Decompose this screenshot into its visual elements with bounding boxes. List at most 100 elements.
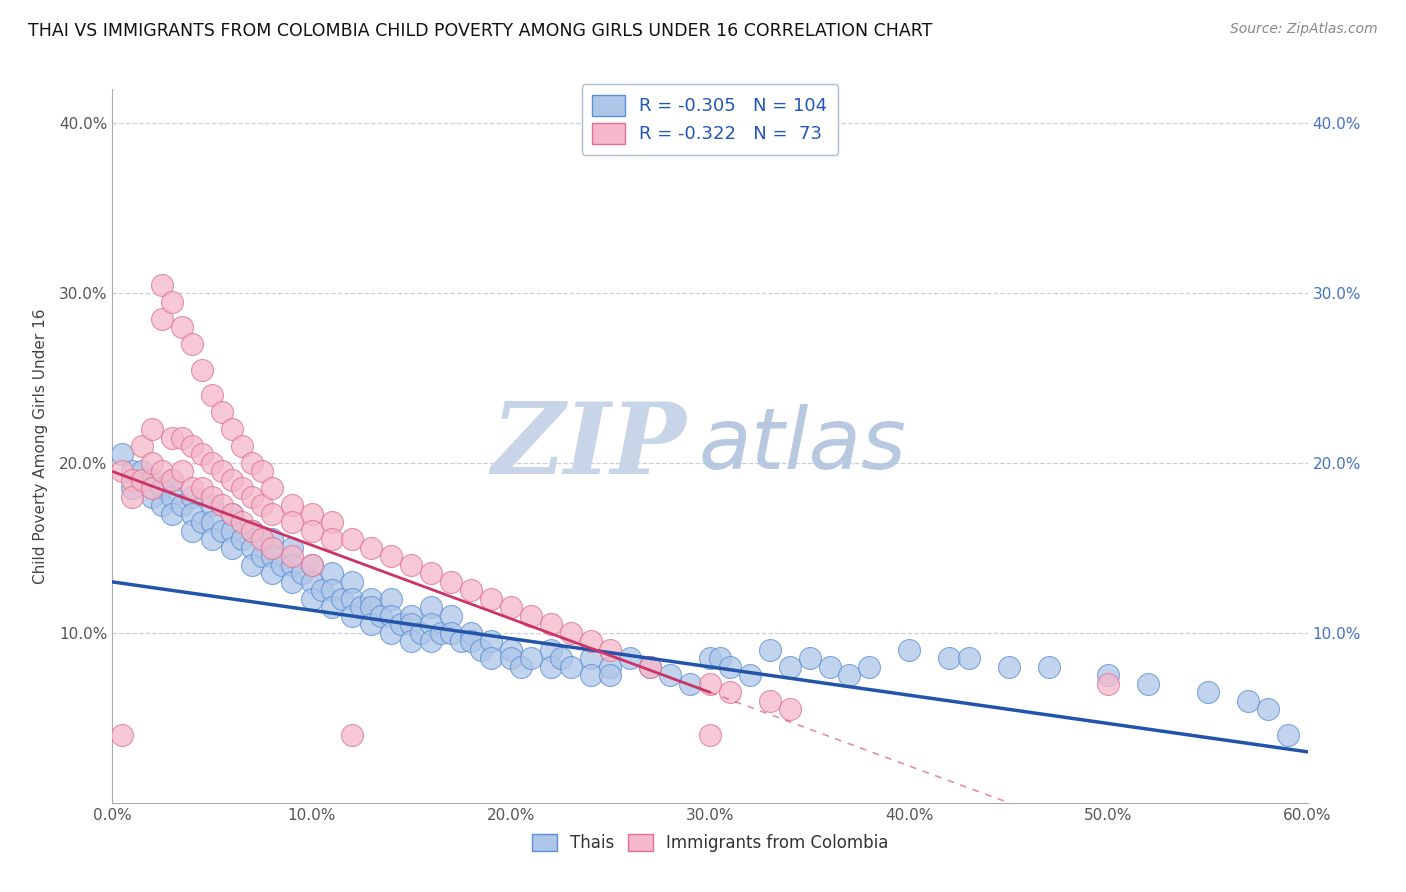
- Point: [1257, 702, 1279, 716]
- Point: [301, 591, 323, 606]
- Point: [281, 558, 304, 572]
- Point: [858, 660, 880, 674]
- Point: [420, 617, 443, 632]
- Point: [240, 558, 263, 572]
- Point: [401, 558, 423, 572]
- Point: [640, 660, 662, 674]
- Point: [479, 591, 502, 606]
- Point: [201, 490, 224, 504]
- Point: [221, 473, 243, 487]
- Point: [679, 677, 702, 691]
- Point: [141, 490, 163, 504]
- Point: [301, 574, 323, 589]
- Point: [270, 558, 292, 572]
- Point: [779, 660, 801, 674]
- Point: [221, 524, 243, 538]
- Point: [240, 541, 263, 555]
- Point: [759, 694, 782, 708]
- Point: [162, 473, 183, 487]
- Point: [440, 608, 463, 623]
- Point: [579, 634, 602, 648]
- Point: [699, 728, 721, 742]
- Point: [240, 524, 263, 538]
- Point: [121, 482, 143, 496]
- Point: [281, 574, 304, 589]
- Point: [938, 651, 960, 665]
- Point: [479, 634, 502, 648]
- Point: [172, 430, 194, 444]
- Point: [150, 499, 173, 513]
- Point: [191, 482, 214, 496]
- Legend: Thais, Immigrants from Colombia: Thais, Immigrants from Colombia: [524, 827, 896, 859]
- Point: [141, 473, 163, 487]
- Point: [340, 728, 363, 742]
- Point: [479, 651, 502, 665]
- Point: [699, 677, 721, 691]
- Point: [718, 685, 741, 699]
- Point: [150, 482, 173, 496]
- Point: [172, 499, 194, 513]
- Point: [141, 422, 163, 436]
- Point: [499, 651, 522, 665]
- Point: [401, 634, 423, 648]
- Point: [779, 702, 801, 716]
- Point: [321, 566, 343, 581]
- Text: ZIP: ZIP: [491, 398, 686, 494]
- Point: [460, 634, 482, 648]
- Point: [311, 583, 333, 598]
- Point: [579, 651, 602, 665]
- Point: [360, 617, 382, 632]
- Point: [360, 591, 382, 606]
- Point: [181, 524, 204, 538]
- Point: [898, 643, 921, 657]
- Point: [401, 608, 423, 623]
- Point: [550, 651, 572, 665]
- Point: [121, 473, 143, 487]
- Point: [260, 549, 283, 564]
- Point: [211, 499, 233, 513]
- Point: [340, 608, 363, 623]
- Point: [520, 651, 543, 665]
- Point: [191, 448, 214, 462]
- Point: [250, 533, 273, 547]
- Point: [370, 608, 392, 623]
- Point: [380, 626, 402, 640]
- Point: [240, 456, 263, 470]
- Point: [499, 600, 522, 615]
- Point: [380, 591, 402, 606]
- Point: [141, 482, 163, 496]
- Point: [420, 634, 443, 648]
- Point: [162, 490, 183, 504]
- Point: [440, 626, 463, 640]
- Point: [420, 566, 443, 581]
- Point: [321, 516, 343, 530]
- Point: [659, 668, 682, 682]
- Y-axis label: Child Poverty Among Girls Under 16: Child Poverty Among Girls Under 16: [32, 309, 48, 583]
- Point: [321, 583, 343, 598]
- Text: THAI VS IMMIGRANTS FROM COLOMBIA CHILD POVERTY AMONG GIRLS UNDER 16 CORRELATION : THAI VS IMMIGRANTS FROM COLOMBIA CHILD P…: [28, 22, 932, 40]
- Point: [172, 320, 194, 334]
- Point: [121, 490, 143, 504]
- Point: [1097, 677, 1119, 691]
- Point: [260, 541, 283, 555]
- Point: [181, 507, 204, 521]
- Point: [221, 422, 243, 436]
- Point: [509, 660, 531, 674]
- Point: [291, 566, 314, 581]
- Point: [211, 465, 233, 479]
- Point: [260, 482, 283, 496]
- Point: [1097, 668, 1119, 682]
- Point: [718, 660, 741, 674]
- Point: [191, 516, 214, 530]
- Point: [340, 591, 363, 606]
- Point: [560, 660, 582, 674]
- Point: [420, 600, 443, 615]
- Point: [150, 311, 173, 326]
- Point: [401, 617, 423, 632]
- Point: [1277, 728, 1299, 742]
- Point: [281, 549, 304, 564]
- Point: [231, 439, 253, 453]
- Point: [260, 507, 283, 521]
- Point: [1038, 660, 1060, 674]
- Point: [131, 439, 153, 453]
